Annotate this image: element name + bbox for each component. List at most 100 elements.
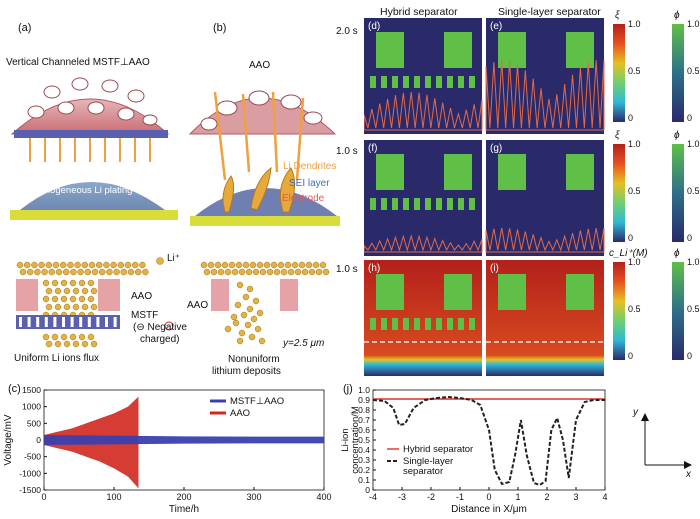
panel-a-schematic (10, 77, 178, 220)
mstf-block (414, 198, 420, 210)
panel-a: (a) Vertical Channeled MSTF⊥AAO Uniform … (0, 0, 200, 240)
x-tick-label: 300 (246, 492, 261, 502)
li-ion-dot (81, 303, 89, 311)
axis-y-label: y (633, 407, 638, 418)
li-ion-dot (221, 261, 229, 269)
mstf-channel (70, 317, 74, 327)
separator-block (498, 32, 526, 68)
li-ion-dot (301, 268, 309, 276)
li-ion-dot (51, 295, 59, 303)
separator-block (376, 274, 404, 310)
panel-c: (c) 0 100 200 300 400 1500 1000 500 0 -500 -1000 -1… (0, 382, 350, 519)
li-ion-dot (294, 268, 302, 276)
y-axis-label: Li-ion (340, 428, 351, 451)
li-ion-dot (110, 261, 117, 269)
li-ion-dot (238, 268, 246, 276)
axis-x-label: x (686, 469, 691, 480)
li-ion-dot (60, 279, 68, 287)
li-ion-dot (312, 261, 320, 269)
colorbar-tick: 0.5 (628, 66, 641, 76)
simulation-grid: Hybrid separator Single-layer separator … (330, 0, 700, 385)
separator-block (498, 274, 526, 310)
aao-mid-label: AAO (187, 300, 209, 311)
mstf-channel (96, 317, 100, 327)
li-ion-dot (131, 261, 139, 269)
separator-block (566, 32, 594, 68)
li-ion-dot (60, 333, 68, 341)
x-tick-label: 0 (41, 492, 46, 502)
svg-text:−: − (167, 324, 171, 331)
li-ion-dot (236, 337, 244, 345)
li-ion-dot (90, 340, 98, 348)
negative-charged-line2: charged) (140, 334, 180, 345)
row-time-1: 2.0 s (336, 26, 358, 37)
panel-a-letter: (a) (18, 22, 32, 34)
li-ion-dot (88, 261, 96, 269)
nonuniform-caption-1: Nonuniform (228, 354, 280, 365)
li-ion-layers: − (16, 257, 330, 348)
panel-j-letter: (j) (343, 383, 353, 395)
li-dendrite-front (485, 227, 605, 253)
li-ion-dot (203, 268, 211, 276)
colorbar-tick: 1.0 (687, 19, 700, 29)
li-ion-dot (319, 261, 327, 269)
panel-b-title: AAO (249, 60, 271, 71)
li-ion-dot (252, 268, 260, 276)
li-ion-dot (214, 261, 222, 269)
li-ion-dot (31, 261, 38, 269)
li-ion-dot (63, 340, 71, 348)
li-ion-dot (67, 261, 74, 269)
li-ion-dot (248, 333, 256, 341)
li-ion-dot (91, 268, 99, 276)
li-legend: Li⁺ (167, 253, 181, 264)
colorbar-tick: 0 (687, 233, 693, 243)
separator-block (444, 274, 472, 310)
li-ion-dot (287, 268, 295, 276)
y-tick-label: 0 (36, 435, 41, 445)
li-ion-dot (142, 268, 149, 276)
li-ion-dot (139, 261, 146, 269)
li-ion-dot (127, 268, 135, 276)
li-ion-dot (270, 261, 278, 269)
nonuniform-caption-2: lithium deposits (212, 366, 281, 377)
lower-schematic: − Li⁺ AAO AAO MSTF (⊖ Negative charged) … (0, 245, 350, 380)
li-ion-dot (228, 261, 236, 269)
concentration-chart: -4 -3 -2 -1 0 1 2 3 4 1.00.90.80.70.60.50.40.30.2… (340, 385, 608, 515)
y-tick-label: 0.7 (358, 415, 370, 425)
li-ion-dot (210, 268, 218, 276)
mstf-channel (79, 317, 83, 327)
li-ion-dot (23, 261, 31, 269)
li-ion-dot (120, 268, 128, 276)
li-ion-dot (245, 268, 253, 276)
colorbar-symbol: ξ (615, 130, 620, 141)
colorbar-tick: 1.0 (628, 19, 641, 29)
mstf-series (44, 435, 324, 445)
legend-label: Hybrid separator (403, 444, 473, 455)
mstf-block (381, 318, 387, 330)
mstf-channel (105, 317, 108, 327)
li-ion-dot (117, 261, 125, 269)
y-tick-label: 0.5 (358, 435, 370, 445)
separator-block (566, 274, 594, 310)
xi-colorbar (613, 24, 625, 122)
li-ion-dot (124, 261, 132, 269)
li-ion-dot (42, 279, 50, 287)
li-dendrite-front (485, 60, 605, 131)
negative-charged-line1: (⊖ Negative (133, 322, 187, 333)
li-dendrite-front (364, 91, 483, 131)
y-tick-label: 0.8 (358, 405, 370, 415)
axis-arrows (641, 413, 692, 469)
li-ion-dot (69, 279, 77, 287)
mstf-block (447, 318, 453, 330)
li-ion-dot (55, 268, 63, 276)
li-ion-dot (291, 261, 299, 269)
mstf-block (458, 318, 464, 330)
aao-left-label: AAO (131, 291, 153, 302)
li-ion-dot (45, 287, 53, 295)
li-ion-dot (259, 268, 267, 276)
li-ion-dot (315, 268, 323, 276)
mstf-channel (53, 317, 57, 327)
colorbar-tick: 0.5 (687, 66, 700, 76)
li-ion-dot (78, 333, 86, 341)
li-ion-dot (42, 333, 50, 341)
